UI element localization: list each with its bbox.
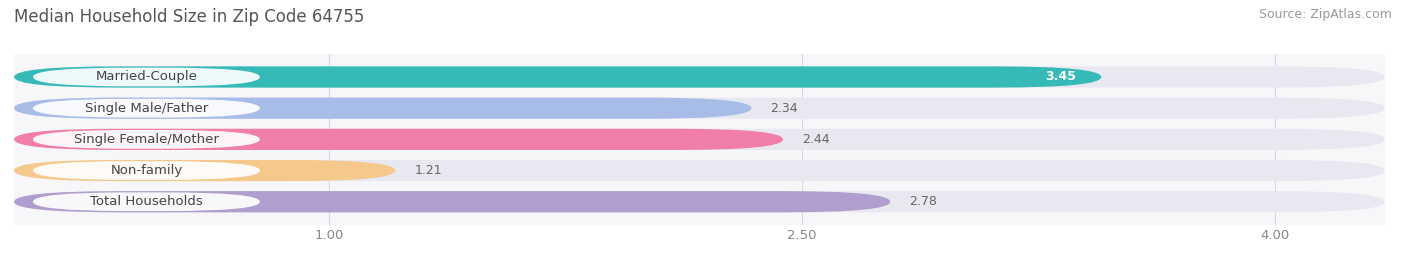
FancyBboxPatch shape [14, 160, 395, 181]
FancyBboxPatch shape [32, 99, 260, 118]
Text: 2.78: 2.78 [910, 195, 936, 208]
Text: Non-family: Non-family [110, 164, 183, 177]
Text: 1.21: 1.21 [415, 164, 441, 177]
Text: 3.45: 3.45 [1045, 70, 1076, 84]
FancyBboxPatch shape [14, 129, 783, 150]
FancyBboxPatch shape [14, 66, 1101, 88]
Text: Single Female/Mother: Single Female/Mother [75, 133, 219, 146]
FancyBboxPatch shape [32, 130, 260, 149]
Text: Single Male/Father: Single Male/Father [84, 102, 208, 115]
FancyBboxPatch shape [14, 191, 1385, 212]
FancyBboxPatch shape [14, 98, 751, 119]
FancyBboxPatch shape [14, 191, 890, 212]
FancyBboxPatch shape [32, 161, 260, 180]
Text: Total Households: Total Households [90, 195, 202, 208]
FancyBboxPatch shape [32, 68, 260, 86]
Text: Median Household Size in Zip Code 64755: Median Household Size in Zip Code 64755 [14, 8, 364, 26]
FancyBboxPatch shape [14, 129, 1385, 150]
FancyBboxPatch shape [14, 98, 1385, 119]
FancyBboxPatch shape [14, 160, 1385, 181]
Text: Source: ZipAtlas.com: Source: ZipAtlas.com [1258, 8, 1392, 21]
FancyBboxPatch shape [32, 192, 260, 211]
Text: Married-Couple: Married-Couple [96, 70, 197, 84]
Text: 2.44: 2.44 [801, 133, 830, 146]
FancyBboxPatch shape [14, 66, 1385, 88]
Text: 2.34: 2.34 [770, 102, 799, 115]
